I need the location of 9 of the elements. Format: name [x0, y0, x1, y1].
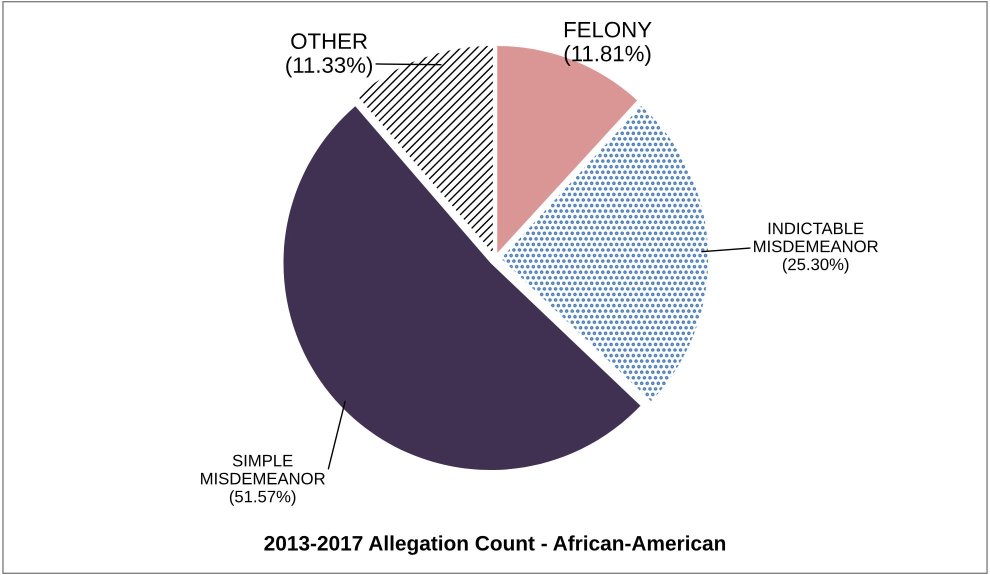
slice-label: SIMPLE MISDEMEANOR: [201, 454, 325, 484]
data-label: (11.33%): [286, 56, 372, 78]
data-label: (11.81%): [564, 45, 650, 66]
slice-label: FELONY: [564, 22, 652, 38]
text: 2013-2017 Allegation Count - African-American: [264, 535, 726, 555]
data-label: (25.30%): [782, 258, 848, 274]
slice-label: INDICTABLE MISDEMEANOR: [754, 222, 878, 252]
slice-label: OTHER: [291, 33, 367, 50]
data-label: (51.57%): [230, 490, 296, 506]
